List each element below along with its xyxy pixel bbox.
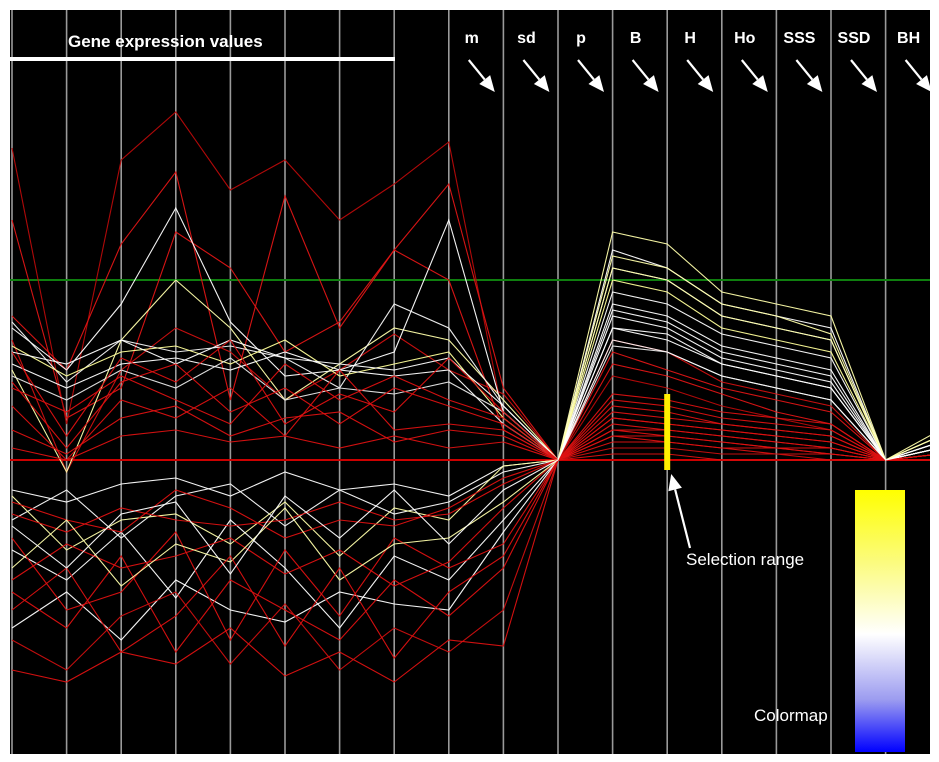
axis-arrow-sss-shaft xyxy=(795,59,814,81)
series-line-11 xyxy=(11,363,930,461)
axis-arrow-bh-head xyxy=(916,75,930,92)
series-line-23 xyxy=(11,423,930,533)
axis-arrow-p xyxy=(577,59,604,92)
series-line-4 xyxy=(11,231,930,474)
colormap-bar xyxy=(855,490,905,752)
series-line-19 xyxy=(11,255,930,557)
selection-range-label: Selection range xyxy=(686,550,805,569)
axis-label-b: B xyxy=(629,30,642,47)
axis-arrow-b-shaft xyxy=(631,59,650,81)
series-line-29 xyxy=(11,267,930,587)
axis-label-sd: sd xyxy=(517,30,536,47)
series-line-21 xyxy=(11,309,930,629)
series-line-28 xyxy=(11,435,930,642)
series-line-30 xyxy=(11,417,930,659)
series-line-25 xyxy=(11,441,930,653)
series-line-31 xyxy=(11,327,930,575)
series-line-2 xyxy=(11,111,930,461)
axis-arrow-ho-shaft xyxy=(740,59,759,81)
parallel-coordinates-chart: Gene expression values msdpBHHoSSSSSDBHB… xyxy=(10,10,930,754)
series-line-1 xyxy=(11,219,930,461)
selection-range-arrow-shaft xyxy=(674,489,692,549)
axis-label-p: p xyxy=(576,30,586,47)
axis-arrow-m-head xyxy=(479,75,495,92)
axis-label-bh: BH xyxy=(897,30,921,47)
axis-arrow-m-shaft xyxy=(467,59,486,81)
series-line-17 xyxy=(11,315,930,503)
plot-area xyxy=(10,10,930,754)
axis-arrow-bh-shaft xyxy=(904,59,923,81)
marks-group xyxy=(467,59,930,549)
axis-arrow-ho-head xyxy=(752,75,768,92)
axis-arrow-sss-head xyxy=(806,75,823,92)
axis-arrow-ssd-shaft xyxy=(850,59,868,81)
series-line-5 xyxy=(11,206,930,462)
axis-label-m: m xyxy=(464,30,479,47)
axis-arrow-sd-head xyxy=(533,75,550,92)
axis-arrow-bh xyxy=(904,59,930,92)
axis-arrow-b-head xyxy=(643,75,659,92)
axis-arrow-h-head xyxy=(697,75,714,92)
axis-arrow-m xyxy=(467,59,495,92)
axis-label-ssd: SSD xyxy=(837,30,871,47)
colormap-label: Colormap xyxy=(754,706,828,725)
axis-label-sss: SSS xyxy=(783,30,816,47)
selection-range-bar xyxy=(664,394,671,470)
series-line-24 xyxy=(11,429,930,587)
series-line-12 xyxy=(11,339,930,461)
axis-arrow-ssd-head xyxy=(861,75,877,92)
selection-range-arrow-head xyxy=(668,474,682,492)
axis-arrow-ho xyxy=(740,59,768,92)
axis-arrow-p-head xyxy=(588,75,604,92)
axis-arrow-h xyxy=(686,59,714,92)
axis-arrow-sd xyxy=(522,59,550,92)
series-line-20 xyxy=(11,291,930,641)
series-line-27 xyxy=(11,453,930,683)
series-line-26 xyxy=(11,447,930,671)
axis-arrow-b xyxy=(631,59,659,92)
selection-range-arrow xyxy=(668,474,692,549)
axis-arrow-sd-shaft xyxy=(522,59,541,81)
axis-arrow-h-shaft xyxy=(686,59,704,81)
series-line-8 xyxy=(11,303,930,462)
series-group xyxy=(11,111,930,683)
axis-arrow-p-shaft xyxy=(577,59,595,81)
axis-label-ho: Ho xyxy=(734,30,756,47)
expression-axes-label: Gene expression values xyxy=(68,32,263,51)
reference-lines-group xyxy=(10,57,930,461)
axis-arrow-sss xyxy=(795,59,823,92)
series-line-3 xyxy=(11,170,930,462)
series-line-22 xyxy=(11,405,930,539)
axis-label-h: H xyxy=(684,30,696,47)
series-line-18 xyxy=(11,339,930,539)
axis-arrow-ssd xyxy=(850,59,877,92)
